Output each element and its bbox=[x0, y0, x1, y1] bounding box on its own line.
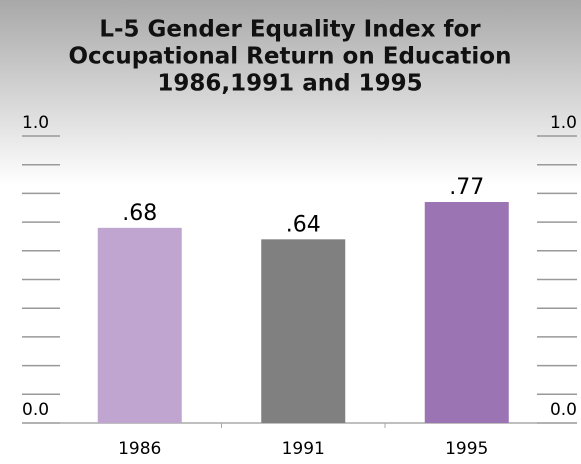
value-label: .68 bbox=[122, 201, 157, 226]
value-label: .77 bbox=[449, 175, 484, 200]
value-label: .64 bbox=[286, 212, 321, 237]
y-tick-label: 0.0 bbox=[22, 400, 49, 420]
bar bbox=[97, 227, 182, 423]
bar bbox=[424, 202, 509, 423]
x-tick-label: 1986 bbox=[118, 439, 161, 459]
x-tick-label: 1991 bbox=[282, 439, 325, 459]
chart-title: 1986,1991 and 1995 bbox=[157, 71, 422, 97]
y-tick-label: 1.0 bbox=[22, 113, 49, 133]
chart-title: Occupational Return on Education bbox=[69, 44, 512, 70]
chart-title: L-5 Gender Equality Index for bbox=[99, 17, 481, 43]
bar bbox=[261, 239, 346, 423]
y-tick-label: 1.0 bbox=[550, 113, 577, 133]
x-tick-label: 1995 bbox=[445, 439, 488, 459]
y-tick-label: 0.0 bbox=[550, 400, 577, 420]
